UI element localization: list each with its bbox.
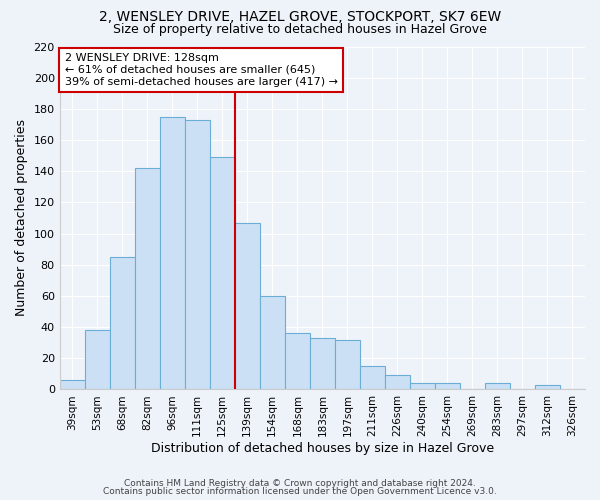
Y-axis label: Number of detached properties: Number of detached properties [15,120,28,316]
Text: Contains public sector information licensed under the Open Government Licence v3: Contains public sector information licen… [103,487,497,496]
Bar [410,383,435,390]
Bar [135,168,160,390]
Bar [310,338,335,390]
Bar [210,157,235,390]
Text: 2, WENSLEY DRIVE, HAZEL GROVE, STOCKPORT, SK7 6EW: 2, WENSLEY DRIVE, HAZEL GROVE, STOCKPORT… [99,10,501,24]
Bar [59,380,85,390]
Bar [435,383,460,390]
Bar [285,334,310,390]
Bar [85,330,110,390]
Text: Size of property relative to detached houses in Hazel Grove: Size of property relative to detached ho… [113,22,487,36]
Bar [185,120,210,390]
Bar [160,116,185,390]
Bar [110,257,135,390]
Bar [385,376,410,390]
Bar [360,366,385,390]
Bar [260,296,285,390]
X-axis label: Distribution of detached houses by size in Hazel Grove: Distribution of detached houses by size … [151,442,494,455]
Bar [235,222,260,390]
Bar [485,383,510,390]
Bar [535,385,560,390]
Text: 2 WENSLEY DRIVE: 128sqm
← 61% of detached houses are smaller (645)
39% of semi-d: 2 WENSLEY DRIVE: 128sqm ← 61% of detache… [65,54,338,86]
Bar [335,340,360,390]
Text: Contains HM Land Registry data © Crown copyright and database right 2024.: Contains HM Land Registry data © Crown c… [124,478,476,488]
